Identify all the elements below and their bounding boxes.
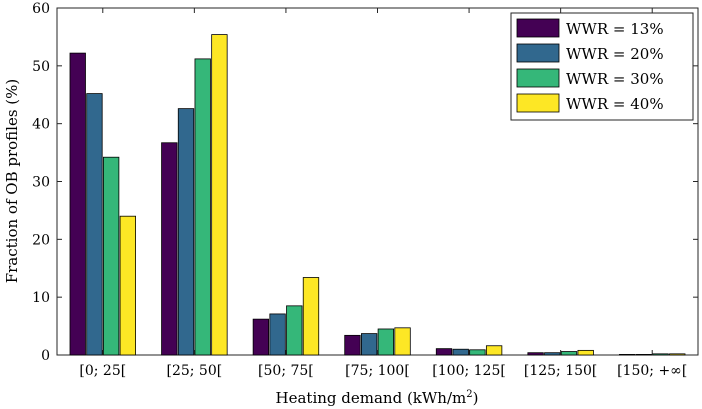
y-axis-label: Fraction of OB profiles (%) xyxy=(3,79,21,284)
x-tick-label: [150; +∞[ xyxy=(617,363,687,379)
bar xyxy=(435,348,453,356)
bar xyxy=(544,352,561,356)
legend-swatch xyxy=(516,18,560,38)
y-tick-label: 60 xyxy=(32,1,50,17)
bar xyxy=(177,108,195,356)
bar xyxy=(577,349,594,356)
bar xyxy=(102,156,120,356)
x-tick-label: [50; 75[ xyxy=(258,363,314,379)
legend-swatch xyxy=(516,93,560,113)
bar xyxy=(394,327,411,356)
y-tick-label: 10 xyxy=(32,290,50,306)
legend-label: WWR = 20% xyxy=(566,45,664,63)
bar xyxy=(302,277,320,356)
x-axis-label-main: Heating demand (kWh/m xyxy=(276,389,467,407)
x-tick-label: [25; 50[ xyxy=(166,363,222,379)
x-tick-label: [0; 25[ xyxy=(79,363,126,379)
x-tick-label: [75; 100[ xyxy=(345,363,410,379)
bar xyxy=(161,142,178,356)
bar xyxy=(211,34,228,356)
x-tick-label: [125; 150[ xyxy=(524,363,598,379)
bar xyxy=(485,345,503,356)
y-tick-label: 30 xyxy=(32,175,50,191)
bar xyxy=(360,333,378,356)
legend-label: WWR = 40% xyxy=(566,95,664,113)
bar xyxy=(119,215,136,356)
x-tick-label: [100; 125[ xyxy=(432,363,506,379)
x-axis-label: Heating demand (kWh/m2) xyxy=(276,389,479,407)
bar xyxy=(344,334,361,356)
bar xyxy=(669,353,686,356)
x-axis: [0; 25[ [25; 50[ [50; 75[ [75; 100[ [100; 12… xyxy=(79,8,687,379)
bar xyxy=(469,349,486,356)
bar xyxy=(252,318,270,356)
bar xyxy=(652,353,669,356)
bar xyxy=(619,354,636,356)
bar xyxy=(452,348,469,356)
y-tick-label: 50 xyxy=(32,59,50,75)
bar xyxy=(377,328,395,356)
bar xyxy=(635,354,653,356)
bar xyxy=(194,58,211,356)
y-tick-label: 40 xyxy=(32,117,50,133)
y-tick-label: 0 xyxy=(41,348,50,364)
bar xyxy=(527,352,544,356)
legend-swatch xyxy=(516,43,560,63)
legend-label: WWR = 13% xyxy=(566,20,664,38)
bar xyxy=(286,305,303,356)
x-axis-label-end: ) xyxy=(473,389,479,407)
y-axis: 0 10 20 30 40 50 60 xyxy=(32,1,698,364)
bar xyxy=(69,52,86,356)
bar xyxy=(86,93,103,356)
bar xyxy=(560,351,578,356)
legend: WWR = 13% WWR = 20% WWR = 30% WWR = 40% xyxy=(510,12,694,121)
y-tick-label: 20 xyxy=(32,232,50,248)
x-axis-label-superscript: 2 xyxy=(466,389,472,400)
legend-swatch xyxy=(516,68,560,88)
legend-label: WWR = 30% xyxy=(566,70,664,88)
bars xyxy=(69,34,686,356)
bar xyxy=(269,313,286,356)
